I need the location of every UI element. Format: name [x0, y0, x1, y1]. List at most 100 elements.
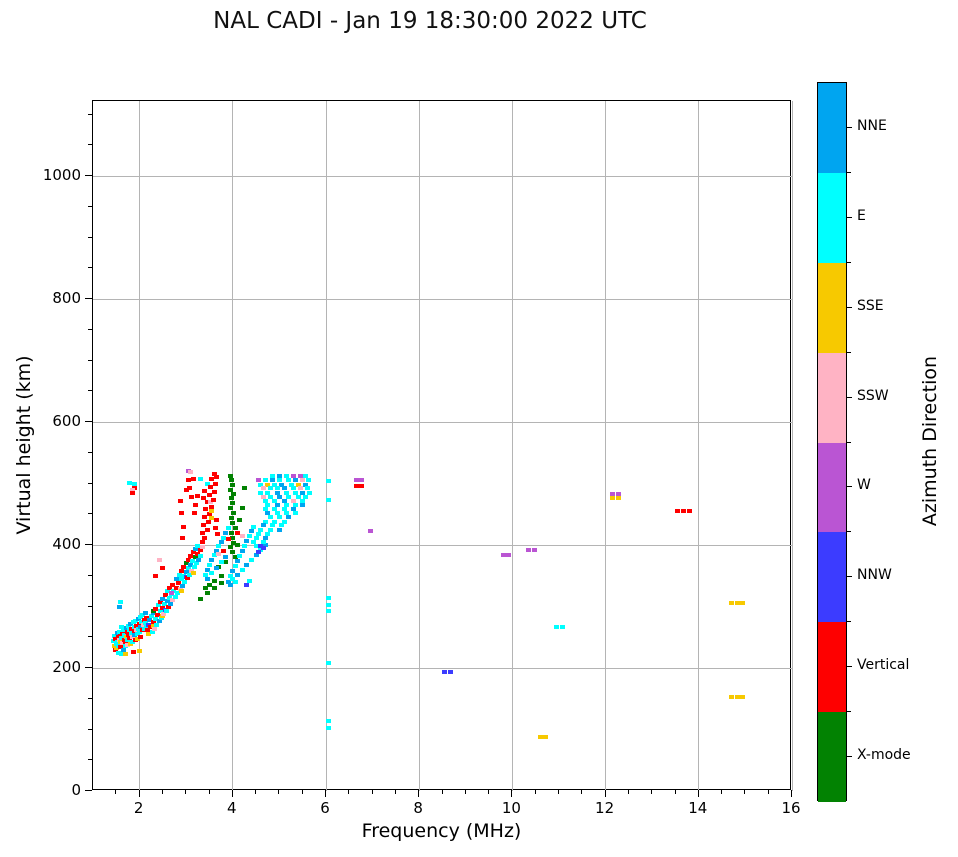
data-point — [500, 552, 506, 557]
data-point — [258, 544, 264, 549]
y-axis-minor-tick — [88, 759, 92, 761]
data-point — [232, 563, 238, 568]
data-point — [193, 546, 199, 551]
data-point — [234, 559, 240, 563]
colorbar-boundary-tick — [847, 621, 851, 623]
data-point — [234, 572, 240, 577]
data-point — [150, 620, 156, 625]
data-point — [129, 626, 135, 631]
data-point — [290, 507, 296, 512]
data-point — [251, 524, 257, 529]
data-point — [211, 586, 217, 591]
colorbar-tick — [847, 576, 852, 578]
data-point — [194, 551, 200, 556]
data-point — [155, 603, 161, 608]
data-point — [169, 582, 175, 587]
data-point — [190, 476, 196, 481]
data-point — [262, 535, 268, 540]
data-point — [244, 582, 250, 587]
data-point — [325, 603, 331, 608]
data-point — [272, 507, 278, 512]
data-point — [248, 529, 254, 534]
y-axis-tick-label: 600 — [52, 412, 81, 431]
data-point — [118, 624, 124, 629]
data-point — [119, 652, 125, 657]
data-point — [227, 506, 233, 511]
data-point — [260, 495, 266, 500]
data-point — [131, 482, 137, 487]
data-point — [279, 523, 285, 528]
x-axis-tick — [511, 790, 513, 797]
data-point — [300, 498, 306, 503]
data-point — [212, 482, 218, 487]
data-point — [267, 486, 273, 491]
colorbar-segment — [818, 442, 846, 533]
data-point — [230, 482, 236, 487]
data-point — [223, 560, 229, 565]
data-point — [265, 511, 271, 516]
data-point — [223, 555, 229, 560]
data-point — [274, 503, 280, 508]
data-point — [207, 582, 212, 587]
data-point — [302, 482, 308, 487]
x-axis-tick — [138, 790, 140, 797]
data-point — [526, 547, 532, 552]
x-axis-minor-tick — [674, 790, 676, 794]
colorbar-segment — [818, 83, 846, 173]
x-axis-minor-tick — [301, 790, 303, 794]
data-point — [124, 630, 130, 635]
data-point — [227, 573, 233, 578]
data-point — [267, 495, 273, 500]
data-point — [293, 503, 299, 508]
data-point — [192, 511, 198, 516]
data-point — [220, 549, 226, 554]
data-point — [158, 599, 164, 604]
x-axis-minor-tick — [767, 790, 769, 794]
data-point — [179, 535, 185, 540]
data-point — [227, 582, 233, 587]
data-point — [207, 484, 213, 489]
data-point — [211, 578, 217, 583]
data-point — [234, 543, 240, 547]
data-point — [262, 507, 268, 512]
y-axis-minor-tick — [88, 390, 92, 392]
data-point — [230, 501, 236, 506]
colorbar-segment — [818, 622, 846, 713]
y-axis-tick — [85, 298, 92, 300]
data-point — [118, 645, 124, 650]
data-point — [265, 482, 271, 487]
data-point — [156, 558, 162, 563]
colorbar-tick — [847, 666, 852, 668]
data-point — [123, 626, 129, 631]
data-point — [186, 572, 192, 577]
data-point — [279, 482, 285, 487]
colorbar — [817, 82, 847, 802]
x-axis-minor-tick — [348, 790, 350, 794]
data-point — [286, 495, 292, 500]
data-point — [146, 622, 152, 627]
data-point — [120, 648, 126, 653]
data-point — [196, 557, 202, 562]
colorbar-tick-label: X-mode — [857, 747, 911, 764]
x-axis-minor-tick — [744, 790, 746, 794]
data-point — [137, 629, 143, 634]
x-axis-tick-label: 4 — [227, 799, 237, 817]
data-point — [183, 487, 189, 492]
data-point — [148, 613, 154, 618]
data-point — [269, 478, 275, 483]
data-point — [272, 519, 278, 524]
data-point — [191, 565, 197, 570]
x-axis-minor-tick — [558, 790, 559, 794]
x-axis-minor-tick — [185, 790, 187, 794]
data-point — [187, 486, 193, 491]
data-point — [251, 539, 257, 544]
data-point — [239, 549, 245, 554]
data-point — [262, 543, 268, 547]
data-point — [165, 605, 171, 610]
data-point — [307, 490, 313, 495]
x-axis-minor-tick — [161, 790, 163, 794]
colorbar-boundary-tick — [847, 261, 851, 263]
data-point — [255, 531, 261, 536]
data-point — [246, 534, 252, 539]
data-point — [161, 611, 167, 616]
